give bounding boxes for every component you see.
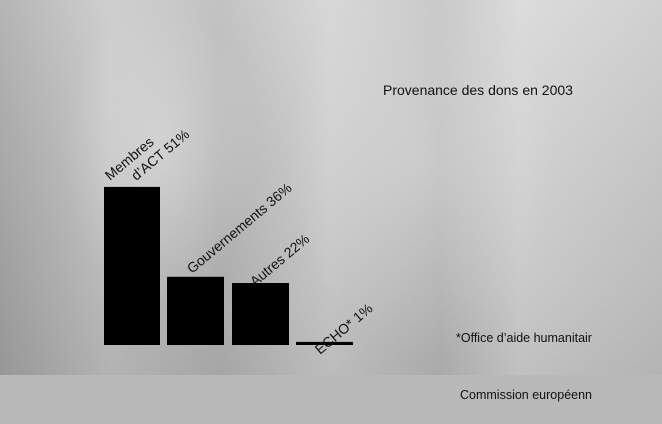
bar-Membres d’ACT (104, 186, 160, 345)
footnote-line-2: Commission européenn (460, 388, 593, 402)
bar-label-Autres: Autres 22% (247, 231, 313, 290)
footnote-line-1: *Office d’aide humanitair (456, 331, 592, 345)
bar-ECHO* (296, 341, 353, 345)
bar-label-Membres d’ACT: Membresd’ACT 51% (102, 113, 193, 196)
bar-label-line: Autres 22% (247, 231, 313, 290)
bar-label-line: ECHO* 1% (312, 300, 376, 357)
bar-label-ECHO*: ECHO* 1% (312, 300, 376, 357)
bar-chart: Membresd’ACT 51%Gouvernements 36%Autres … (102, 113, 376, 357)
bar-Autres (232, 283, 289, 345)
bar-Gouvernements (167, 276, 224, 345)
chart-title: Provenance des dons en 2003 (383, 82, 573, 98)
footnote: *Office d’aide humanitair Commission eur… (456, 291, 592, 424)
